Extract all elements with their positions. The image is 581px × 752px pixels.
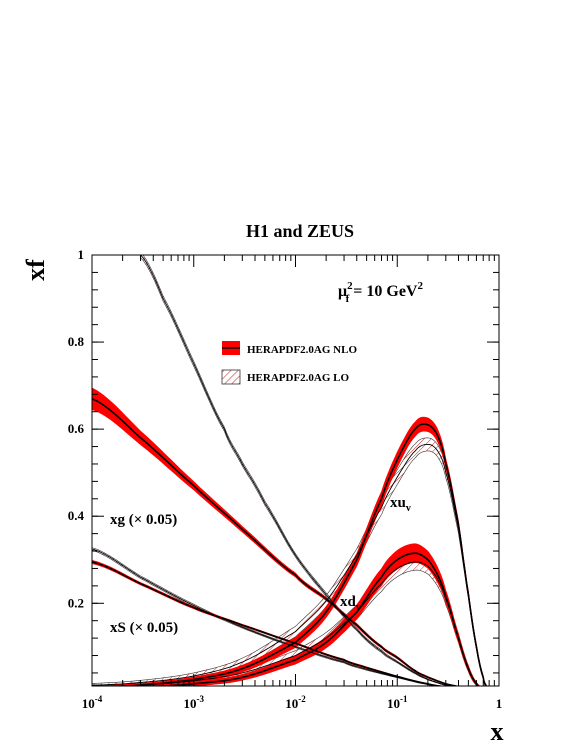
scale-label: μ2 f = 10 GeV2 (338, 280, 423, 305)
uncertainty-bands (92, 255, 487, 686)
legend-entry-lo: HERAPDF2.0AG LO (221, 369, 350, 385)
x-tick-label: 1 (496, 696, 503, 711)
y-tick-label: 0.8 (68, 334, 85, 349)
curve-label-xuv: xuv (390, 495, 411, 514)
legend-swatch-lo (221, 369, 241, 385)
central-curves (92, 255, 487, 686)
y-tick-label: 1 (78, 247, 85, 262)
curve-label-xg: xg (× 0.05) (110, 512, 177, 528)
curve-xS-nlo (92, 561, 446, 686)
y-tick-label: 0.4 (68, 508, 85, 523)
band-xdv-nlo (135, 543, 481, 686)
chart-title: H1 and ZEUS (246, 221, 354, 241)
legend-label-nlo: HERAPDF2.0AG NLO (247, 344, 357, 356)
y-axis-label: xf (21, 259, 50, 281)
curve-xS-lo (92, 548, 442, 686)
legend: HERAPDF2.0AG NLO HERAPDF2.0AG LO (221, 341, 357, 385)
legend-label-lo: HERAPDF2.0AG LO (247, 372, 350, 384)
x-tick-label: 10-1 (387, 694, 408, 711)
legend-entry-nlo: HERAPDF2.0AG NLO (222, 341, 357, 356)
x-axis-label: x (491, 717, 504, 746)
y-tick-label: 0.6 (68, 421, 85, 436)
band-xg-lo (140, 255, 455, 686)
band-xg-nlo (92, 387, 460, 686)
curve-xuv-nlo (98, 423, 487, 686)
y-tick-label: 0.2 (68, 595, 84, 610)
curve-label-xdv: xdv (340, 594, 361, 613)
curve-xg-nlo (92, 397, 460, 686)
x-tick-label: 10-3 (184, 694, 205, 711)
curve-xdv-nlo (151, 552, 480, 686)
curve-label-xs: xS (× 0.05) (110, 620, 178, 636)
axis-ticks: 10-4 10-3 10-2 10-1 1 0.2 0.4 0.6 0.8 1 (68, 247, 503, 711)
x-tick-label: 10-4 (82, 694, 103, 711)
x-tick-label: 10-2 (285, 694, 306, 711)
